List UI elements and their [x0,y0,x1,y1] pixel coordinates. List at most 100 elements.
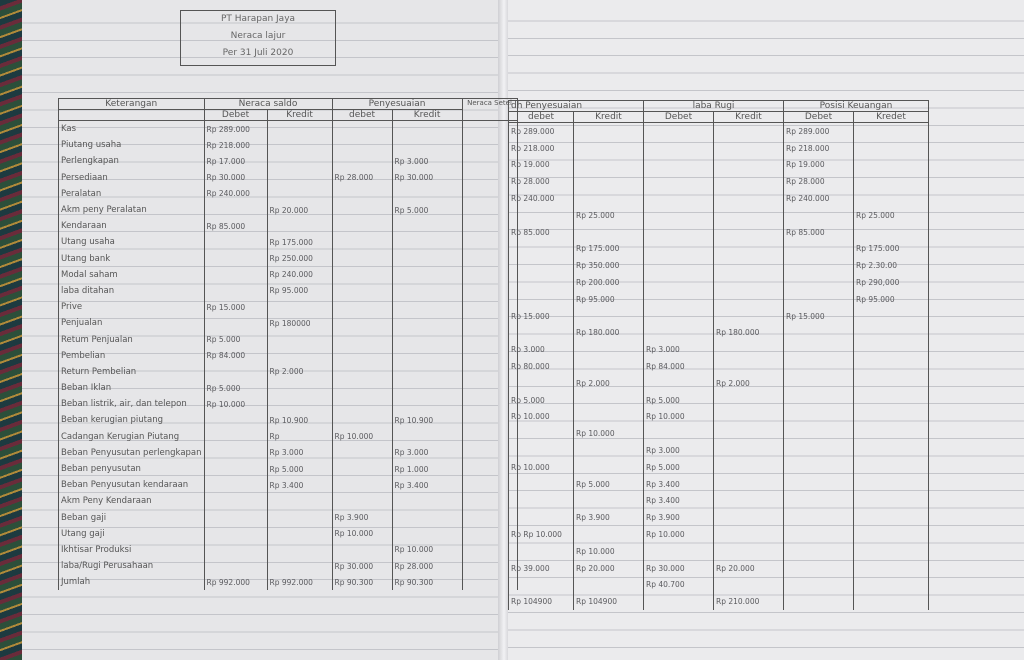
nsp-kredit-cell: Rp 3.900 [573,509,644,527]
pk-debet-cell [783,559,854,577]
table-row: Rp 5.000 Rp 3.400 [508,475,929,493]
account-label: Utang usaha [58,234,205,251]
ns-kredit-cell: Rp 992.000 [266,574,333,591]
p-debet-cell [331,347,393,364]
ns-debet-cell [203,525,268,542]
p-debet-cell: Rp 10.000 [331,525,393,542]
nsp-debet-cell: Rp 85.000 [508,223,574,241]
p-debet-cell [331,363,393,380]
table-row: Rp 3.000 Rp 3.000 [508,341,929,359]
table-row: Utang usaha Rp 175.000 [58,234,518,251]
p-kredit-cell: Rp 10.900 [391,412,463,429]
ns-kredit-cell [266,120,333,138]
pk-kredit-cell [853,526,929,543]
table-row: Penjualan Rp 180000 [58,315,518,332]
lr-kredit-cell [713,173,784,191]
pk-kredit-cell: Rp 25.000 [853,206,929,224]
table-row: Rp 95.000 Rp 95.000 [508,290,929,308]
lr-kredit-cell [713,290,784,308]
lr-debet-cell: Rp 10.000 [643,526,714,543]
table-row: laba/Rugi Perusahaan Rp 30.000 Rp 28.000 [58,558,518,575]
ns-debet-cell [203,493,268,510]
lr-kredit-cell [713,190,784,207]
header-neraca-saldo: Neraca saldo [203,98,333,110]
table-row: Rp 240.000 Rp 240.000 [508,190,929,207]
pk-kredit-cell [853,408,929,426]
account-label: Persediaan [58,169,205,186]
account-label: Beban gaji [58,509,205,526]
pk-kredit-cell [853,122,929,140]
lr-debet-cell [643,593,714,611]
ns-debet-cell [203,444,268,461]
nsp-kredit-cell [573,307,644,325]
header-pk-kredit: Kredet [853,111,929,123]
lr-debet-cell [643,173,714,191]
lr-debet-cell: Rp 3.400 [643,492,714,510]
nsp-kredit-cell: Rp 180.000 [573,324,644,342]
table-row: Akm Peny Kendaraan [58,493,518,510]
table-row: Rp 10.000 Rp 10.000 [508,408,929,426]
table-row: Rp 289.000 Rp 289.000 [508,122,929,140]
pk-kredit-cell [853,442,929,459]
p-debet-cell: Rp 3.900 [331,509,393,526]
pk-debet-cell [783,542,854,560]
lr-kredit-cell [713,442,784,459]
lr-debet-cell: Rp 3.900 [643,509,714,527]
table-row: Perlengkapan Rp 17.000 Rp 3.000 [58,153,518,170]
pk-debet-cell [783,425,854,443]
nsp-kredit-cell: Rp 10.000 [573,542,644,560]
p-kredit-cell: Rp 28.000 [391,558,463,575]
pk-kredit-cell [853,425,929,443]
p-kredit-cell [391,347,463,364]
nsp-kredit-cell: Rp 200.000 [573,274,644,291]
account-label: Beban listrik, air, dan telepon [58,396,205,413]
table-row: Rp 175.000 Rp 175.000 [508,240,929,258]
pk-kredit-cell [853,307,929,325]
pk-kredit-cell: Rp 95.000 [853,290,929,308]
nsp-kredit-cell: Rp 20.000 [573,559,644,577]
table-row: Rp Rp 10.000 Rp 10.000 [508,526,929,543]
header-posisi-keuangan: Posisi Keuangan [783,100,929,112]
pk-debet-cell: Rp 289.000 [783,122,854,140]
p-kredit-cell: Rp 1.000 [391,460,463,478]
header-p-debet: debet [331,109,393,121]
lr-debet-cell [643,324,714,342]
p-kredit-cell [391,299,463,316]
pk-debet-cell [783,257,854,275]
pk-kredit-cell: Rp 290,000 [853,274,929,291]
table-row: Rp 80.000 Rp 84.000 [508,358,929,375]
table-row: Rp 3.900 Rp 3.900 [508,509,929,527]
table-row: Rp 180.000 Rp 180.000 [508,324,929,342]
ns-debet-cell: Rp 15.000 [203,299,268,316]
p-kredit-cell [391,493,463,510]
nsp-kredit-cell: Rp 350.000 [573,257,644,275]
header-ns-debet: Debet [203,109,268,121]
table-row: Return Pembelian Rp 2.000 [58,363,518,380]
pk-debet-cell: Rp 85.000 [783,223,854,241]
table-row: Pembelian Rp 84.000 [58,347,518,364]
account-label: Ikhtisar Produksi [58,541,205,559]
header-blank [58,109,205,121]
p-debet-cell: Rp 90.300 [331,574,393,591]
header-ns-kredit: Kredit [266,109,333,121]
table-row: Beban kerugian piutang Rp 10.900 Rp 10.900 [58,412,518,429]
pk-kredit-cell [853,542,929,560]
ns-kredit-cell: Rp 175.000 [266,234,333,251]
nsp-kredit-cell: Rp 175.000 [573,240,644,258]
ns-debet-cell [203,234,268,251]
lr-debet-cell [643,240,714,258]
account-label: Peralatan [58,185,205,202]
nsp-kredit-cell [573,156,644,174]
nsp-kredit-cell [573,576,644,594]
p-debet-cell [331,444,393,461]
account-label: Beban kerugian piutang [58,412,205,429]
account-label: Retum Penjualan [58,331,205,348]
ns-debet-cell: Rp 30.000 [203,169,268,186]
lr-kredit-cell [713,391,784,409]
lr-kredit-cell [713,274,784,291]
nsp-debet-cell [508,206,574,224]
ns-debet-cell [203,315,268,332]
ns-debet-cell: Rp 992.000 [203,574,268,591]
nsp-debet-cell [508,425,574,443]
table-row: Akm peny Peralatan Rp 20.000 Rp 5.000 [58,201,518,219]
